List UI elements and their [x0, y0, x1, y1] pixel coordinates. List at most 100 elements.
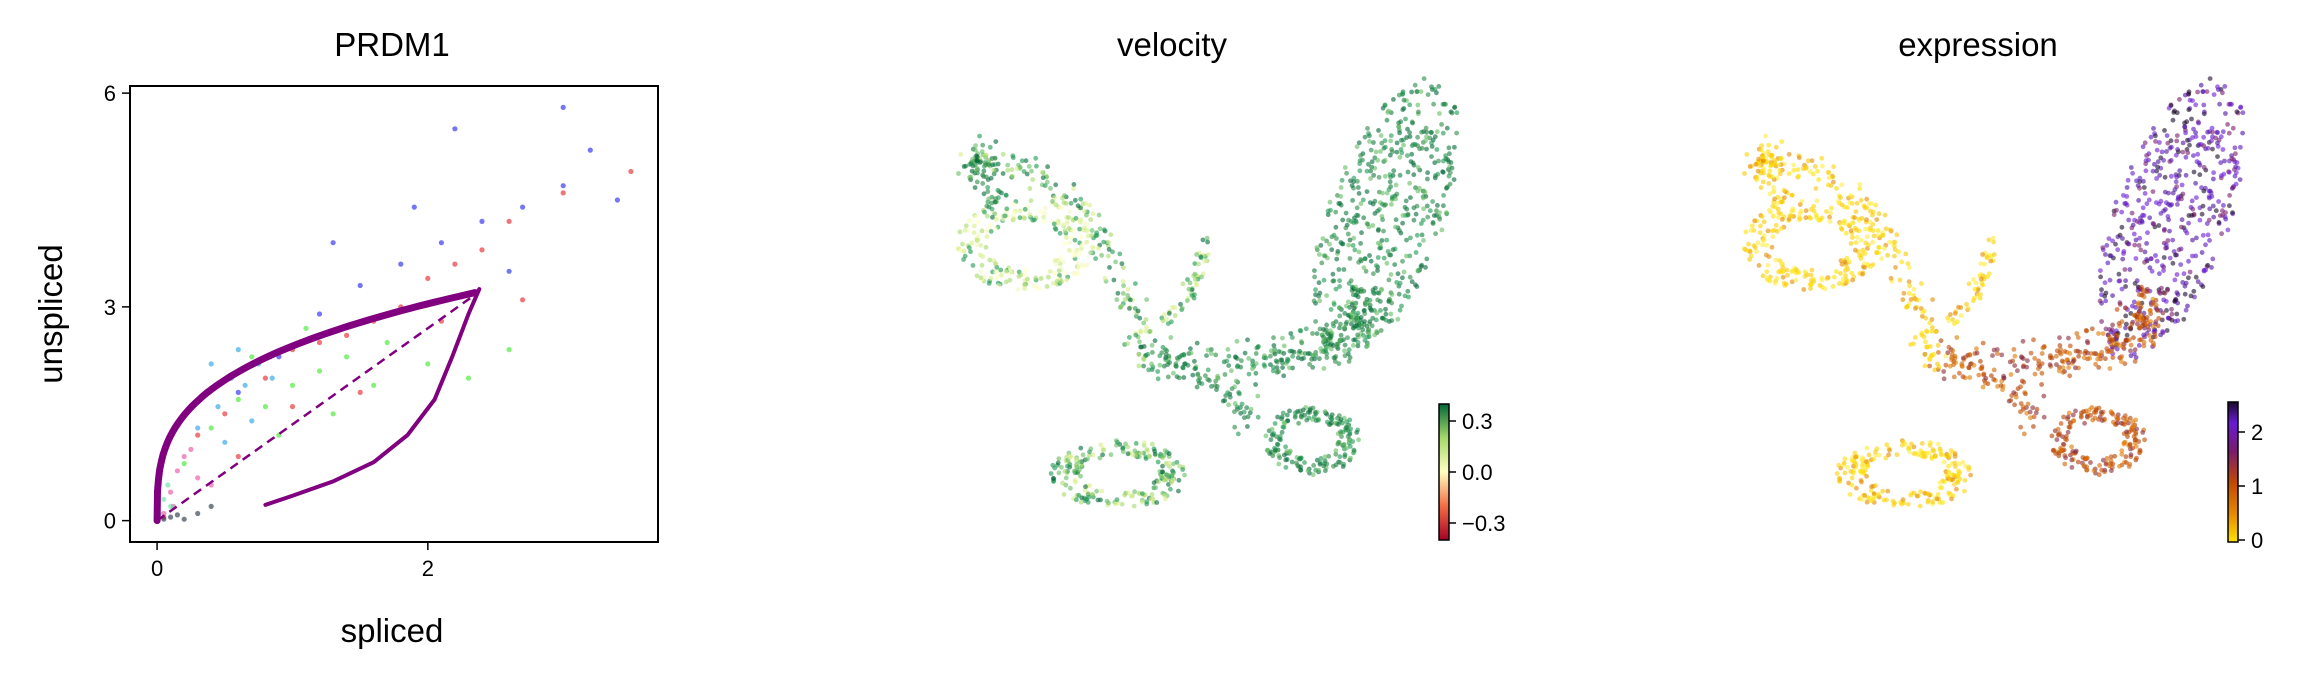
cell-point: [1913, 306, 1918, 311]
cell-point: [1333, 224, 1339, 230]
cell-point: [1873, 483, 1878, 488]
cell-point: [1277, 455, 1282, 461]
cell-point: [2081, 409, 2087, 414]
cell-point: [2066, 335, 2071, 341]
cell-point: [983, 153, 989, 158]
cell-point: [992, 226, 998, 232]
cell-point: [1245, 414, 1251, 420]
cell-point: [1388, 133, 1394, 139]
cell-point: [2011, 347, 2017, 352]
cell-point: [1205, 252, 1211, 257]
cell-point: [1166, 451, 1172, 457]
cell-point: [2181, 316, 2187, 322]
cell-point: [1139, 344, 1144, 350]
cell-point: [1871, 233, 1877, 239]
cell-point: [2153, 302, 2159, 308]
cell-point: [1941, 369, 1947, 374]
cell-point: [1345, 434, 1351, 439]
cell-point: [2085, 340, 2091, 346]
cell-point: [2170, 237, 2176, 243]
cell-point: [2225, 227, 2231, 233]
cell-point: [1347, 355, 1353, 360]
cell-point: [1369, 323, 1375, 329]
cell-point: [1144, 447, 1150, 452]
cell-point: [1363, 268, 1369, 274]
cell-point: [2066, 360, 2071, 366]
cell-point: [1794, 267, 1799, 272]
cell-point: [1827, 214, 1832, 220]
data-point: [262, 404, 268, 410]
cell-point: [1052, 271, 1057, 276]
cell-point: [1415, 165, 1421, 170]
cell-point: [1911, 451, 1917, 457]
cell-point: [993, 199, 998, 205]
cell-point: [1179, 305, 1185, 311]
cell-point: [2186, 258, 2191, 264]
cell-point: [1084, 262, 1090, 267]
cell-point: [1050, 199, 1055, 204]
cell-point: [1080, 242, 1085, 248]
cell-point: [1397, 172, 1403, 178]
cell-point: [1991, 367, 1997, 373]
cell-point: [1338, 417, 1344, 422]
cell-point: [1887, 447, 1892, 453]
cell-point: [1427, 208, 1433, 214]
cell-point: [1337, 284, 1342, 289]
cell-point: [1430, 199, 1435, 204]
cell-point: [1033, 155, 1039, 161]
cell-point: [1409, 151, 1415, 157]
cell-point: [2210, 129, 2216, 135]
cell-point: [2133, 237, 2139, 243]
cell-point: [1307, 361, 1312, 367]
cell-point: [2137, 305, 2143, 311]
cell-point: [1361, 333, 1366, 338]
cell-point: [1960, 374, 1966, 380]
cell-point: [1336, 267, 1342, 272]
cell-point: [1384, 190, 1390, 196]
cell-point: [1125, 341, 1130, 347]
cell-point: [1421, 238, 1426, 243]
cell-point: [974, 179, 980, 185]
cell-point: [2106, 236, 2112, 242]
cell-point: [1379, 315, 1385, 321]
cell-point: [2188, 204, 2194, 210]
cell-point: [2133, 355, 2139, 360]
cell-point: [1413, 250, 1419, 255]
cell-point: [1099, 488, 1105, 494]
cell-point: [1988, 258, 1994, 264]
cell-point: [1137, 339, 1142, 345]
cell-point: [1908, 492, 1914, 498]
cell-point: [1358, 153, 1363, 158]
cell-point: [1034, 163, 1039, 169]
cell-point: [1353, 316, 1359, 321]
cell-point: [1400, 107, 1406, 113]
y-axis-label: unspliced: [32, 244, 69, 383]
cell-point: [1776, 214, 1781, 220]
cell-point: [1946, 463, 1951, 469]
cell-point: [1865, 262, 1871, 268]
cell-point: [1351, 175, 1357, 181]
cell-point: [1301, 355, 1306, 361]
cell-point: [1388, 311, 1394, 317]
cell-point: [1215, 375, 1221, 381]
cell-point: [1304, 417, 1310, 423]
cell-point: [1121, 265, 1126, 271]
cell-point: [1337, 325, 1342, 331]
cell-point: [1334, 344, 1340, 350]
cell-point: [1414, 232, 1420, 238]
cell-point: [2153, 253, 2158, 258]
cell-point: [1954, 335, 1960, 340]
cell-point: [1309, 356, 1314, 362]
cell-point: [1418, 89, 1424, 94]
cell-point: [1367, 133, 1372, 139]
cell-point: [1808, 286, 1813, 291]
cell-point: [1059, 464, 1064, 470]
cell-point: [2108, 409, 2114, 415]
cell-point: [1185, 277, 1190, 282]
cell-point: [2180, 140, 2186, 146]
cell-point: [1204, 235, 1210, 241]
cell-point: [1131, 503, 1137, 509]
cell-point: [1077, 459, 1083, 464]
cell-point: [1976, 372, 1982, 378]
cell-point: [1071, 253, 1076, 259]
